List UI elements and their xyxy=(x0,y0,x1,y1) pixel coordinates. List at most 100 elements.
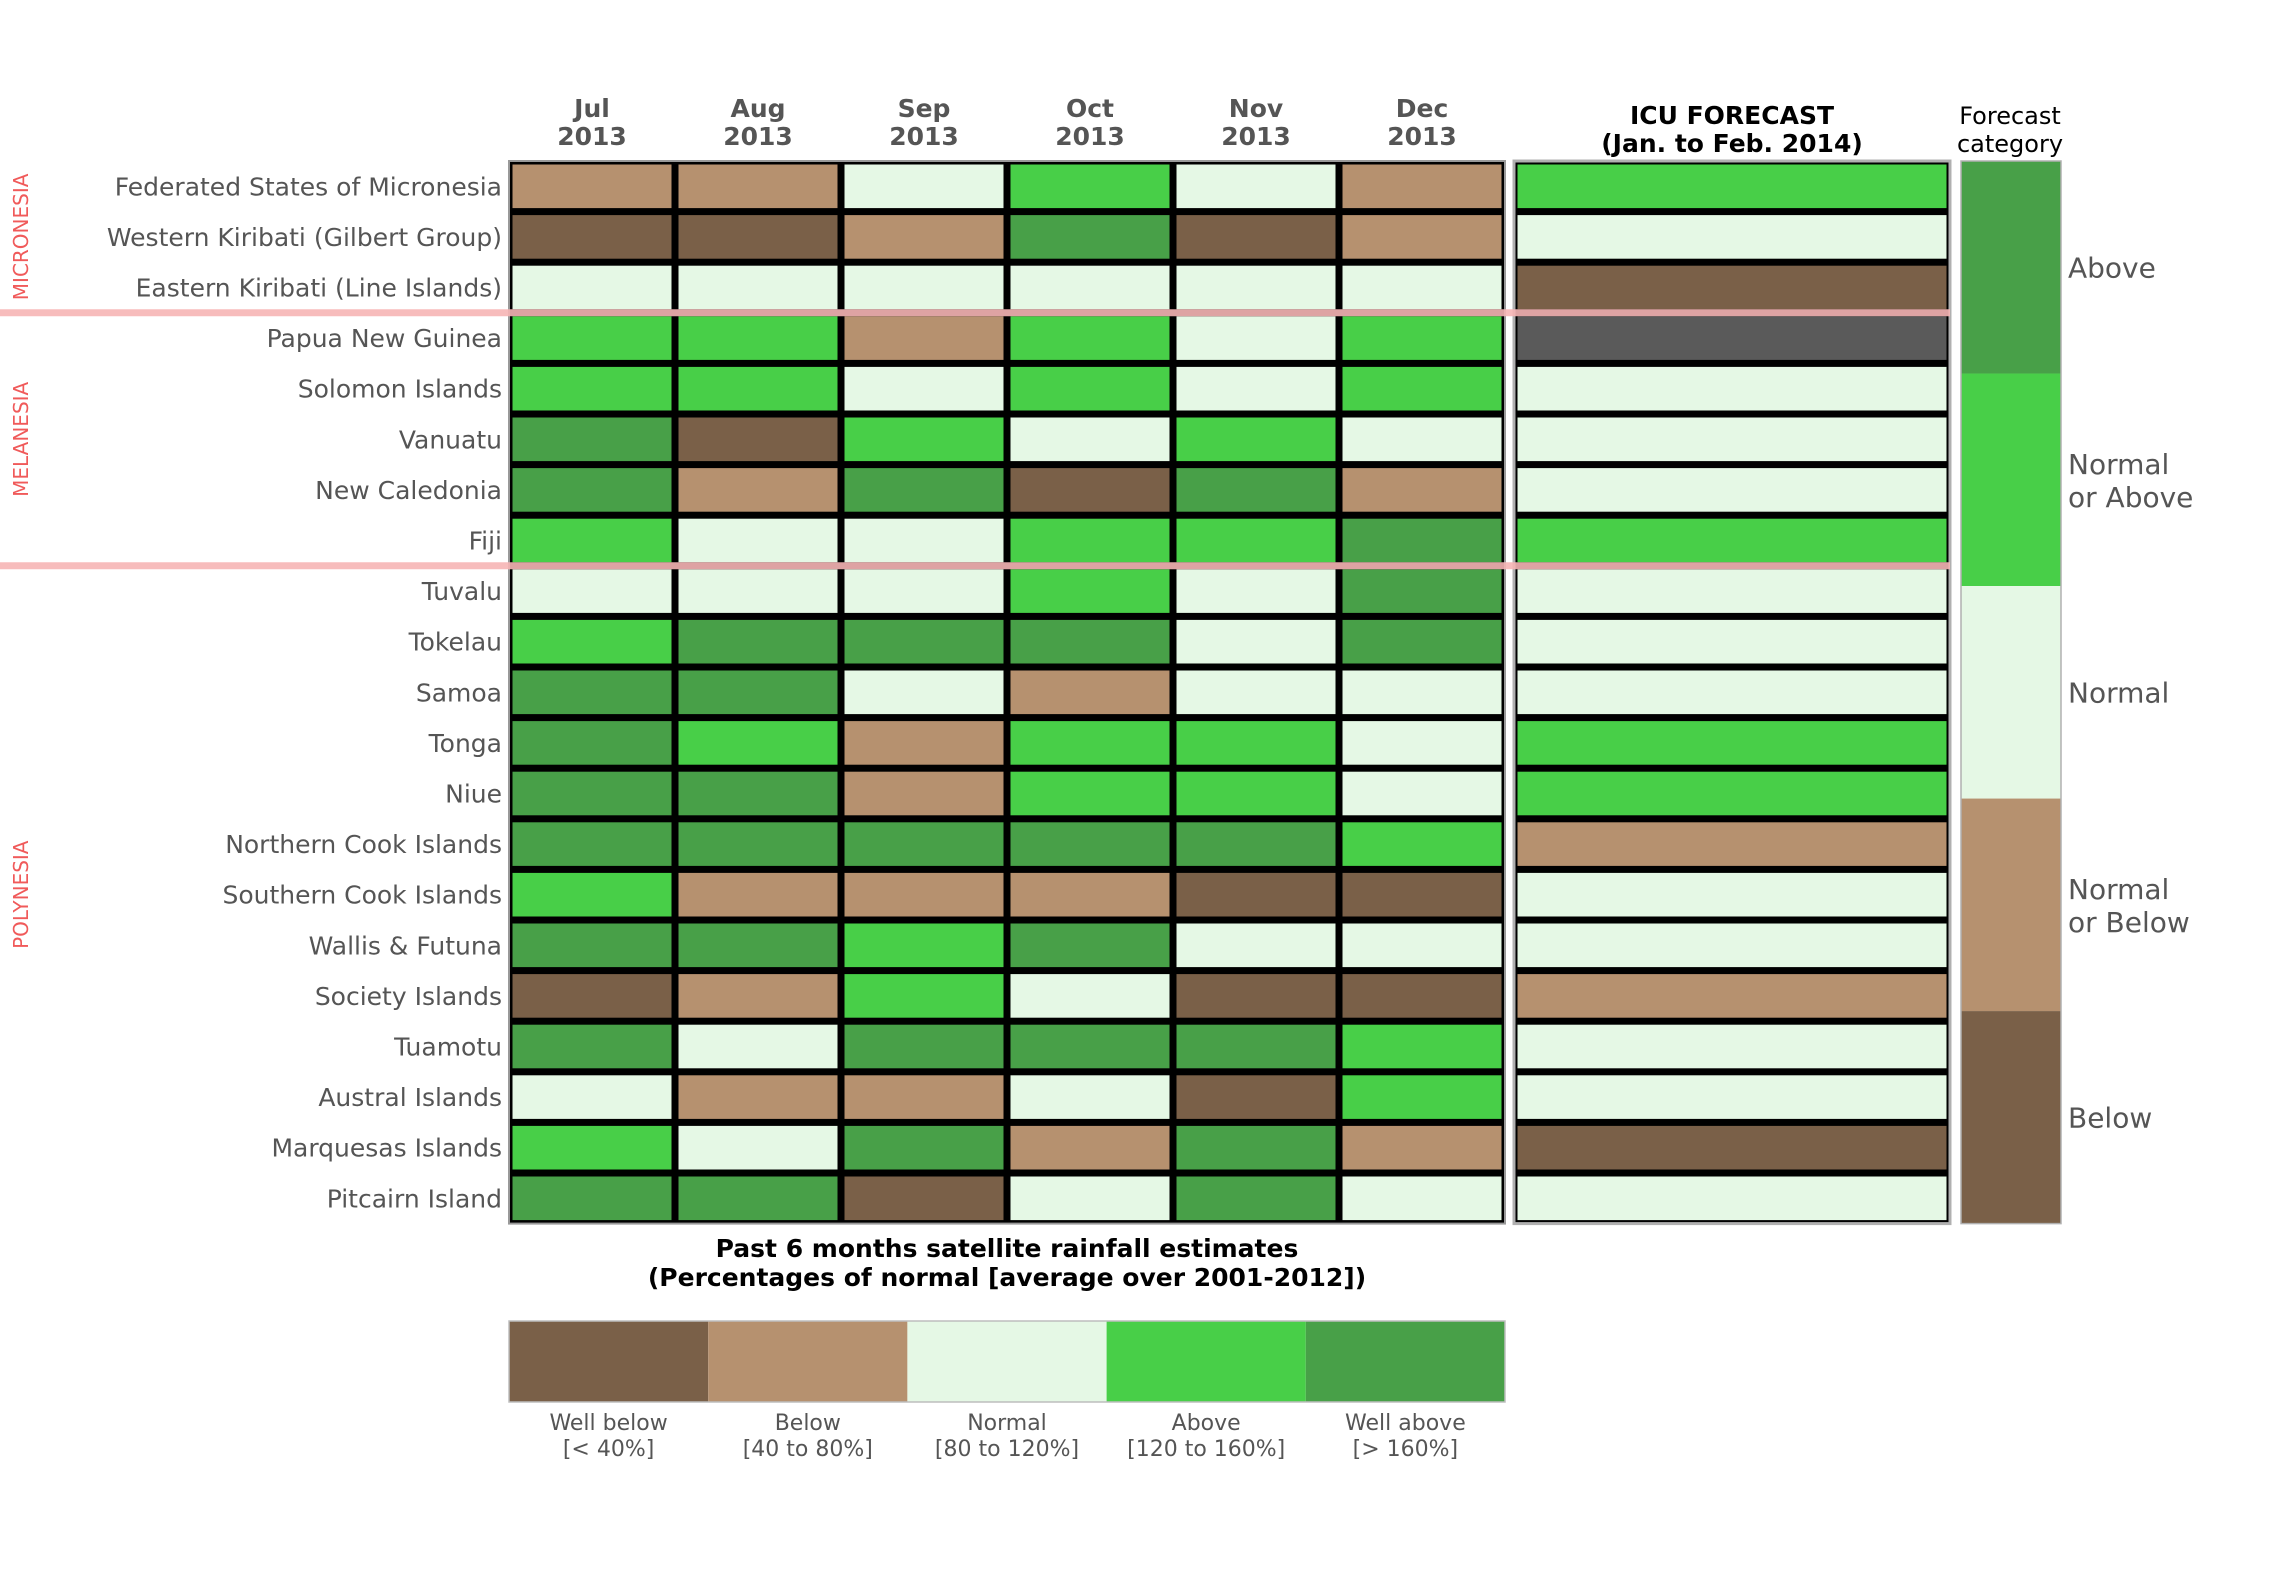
row-label: Northern Cook Islands xyxy=(225,830,502,859)
heatmap-cell xyxy=(678,721,838,765)
heatmap-cell xyxy=(512,164,672,209)
heatmap-cell xyxy=(844,923,1004,968)
heatmap-cell xyxy=(512,417,672,462)
row-label: Samoa xyxy=(416,678,502,707)
heatmap-cell xyxy=(678,518,838,563)
heatmap-cell xyxy=(1342,1176,1502,1221)
heatmap-cell xyxy=(1176,974,1336,1018)
rainfall-legend-range: [120 to 160%] xyxy=(1127,1437,1285,1462)
heatmap-cell xyxy=(1176,366,1336,411)
forecast-cell xyxy=(1517,316,1947,360)
heatmap-cell xyxy=(844,417,1004,462)
heatmap-cell xyxy=(1010,619,1170,664)
rainfall-legend-label: Normal xyxy=(967,1411,1047,1436)
row-label: Society Islands xyxy=(315,982,502,1011)
year-label: 2013 xyxy=(1055,122,1125,151)
heatmap-cell xyxy=(678,1024,838,1069)
forecast-category-subtitle: category xyxy=(1957,130,2063,158)
heatmap-cell xyxy=(678,771,838,816)
row-label: Papua New Guinea xyxy=(267,324,502,353)
heatmap-cell xyxy=(1176,721,1336,765)
row-label: Western Kiribati (Gilbert Group) xyxy=(107,223,502,252)
heatmap-cell xyxy=(1010,1024,1170,1069)
heatmap-cell xyxy=(1010,164,1170,209)
rainfall-legend-swatch xyxy=(1106,1321,1306,1402)
forecast-category-label: Normal xyxy=(2068,873,2169,906)
heatmap-cell xyxy=(1176,569,1336,613)
year-label: 2013 xyxy=(889,122,959,151)
heatmap-cell xyxy=(1176,1176,1336,1221)
heatmap-cell xyxy=(678,619,838,664)
heatmap-cell xyxy=(1010,265,1170,310)
heatmap-cell xyxy=(678,1176,838,1221)
forecast-cell xyxy=(1517,670,1947,715)
heatmap-cell xyxy=(1010,1176,1170,1221)
forecast-period: (Jan. to Feb. 2014) xyxy=(1601,129,1863,158)
heatmap-cell xyxy=(1010,1125,1170,1170)
forecast-category-label: Above xyxy=(2068,251,2156,284)
heatmap-cell xyxy=(1010,822,1170,866)
forecast-category-swatch xyxy=(1961,586,2061,799)
legend-title: Past 6 months satellite rainfall estimat… xyxy=(716,1234,1299,1263)
heatmap-cell xyxy=(512,316,672,360)
forecast-cell xyxy=(1517,164,1947,209)
heatmap-cell xyxy=(1342,1075,1502,1119)
heatmap-cell xyxy=(1342,569,1502,613)
month-label: Aug xyxy=(730,94,785,123)
heatmap-cell xyxy=(1176,771,1336,816)
heatmap-cell xyxy=(1342,316,1502,360)
forecast-cell xyxy=(1517,822,1947,866)
rainfall-legend-range: [> 160%] xyxy=(1353,1437,1459,1462)
forecast-cell xyxy=(1517,1075,1947,1119)
heatmap-cell xyxy=(1176,619,1336,664)
forecast-category-title: Forecast xyxy=(1959,102,2061,130)
heatmap-cell xyxy=(1176,1024,1336,1069)
row-label: Niue xyxy=(445,780,502,809)
row-label: Southern Cook Islands xyxy=(222,881,502,910)
heatmap-cell xyxy=(1176,822,1336,866)
forecast-category-label: or Above xyxy=(2068,481,2193,514)
heatmap-cell xyxy=(1010,872,1170,917)
heatmap-cell xyxy=(844,721,1004,765)
forecast-cell xyxy=(1517,974,1947,1018)
heatmap-cell xyxy=(512,265,672,310)
forecast-cell xyxy=(1517,923,1947,968)
heatmap-cell xyxy=(844,670,1004,715)
heatmap-cell xyxy=(1342,468,1502,512)
month-label: Jul xyxy=(572,94,610,123)
row-label: Austral Islands xyxy=(318,1083,502,1112)
forecast-category-label: Normal xyxy=(2068,676,2169,709)
heatmap-cell xyxy=(1010,316,1170,360)
heatmap-cell xyxy=(844,1125,1004,1170)
rainfall-legend-label: Above xyxy=(1172,1411,1241,1436)
region-label: MELANESIA xyxy=(9,381,33,496)
heatmap-cell xyxy=(1010,417,1170,462)
forecast-cell xyxy=(1517,1125,1947,1170)
heatmap-cell xyxy=(512,518,672,563)
heatmap-cell xyxy=(678,164,838,209)
row-label: Tonga xyxy=(428,729,502,758)
heatmap-cell xyxy=(844,265,1004,310)
forecast-cell xyxy=(1517,366,1947,411)
heatmap-cell xyxy=(1342,215,1502,259)
heatmap-cell xyxy=(1176,1075,1336,1119)
month-headers: Jul2013Aug2013Sep2013Oct2013Nov2013Dec20… xyxy=(557,94,2063,158)
heatmap-cell xyxy=(844,619,1004,664)
rainfall-legend-swatch xyxy=(708,1321,908,1402)
heatmap-cell xyxy=(1176,265,1336,310)
heatmap-cell xyxy=(678,468,838,512)
heatmap-cell xyxy=(844,164,1004,209)
heatmap-cell xyxy=(512,771,672,816)
heatmap-cell xyxy=(844,366,1004,411)
heatmap-cell xyxy=(1176,518,1336,563)
heatmap-cell xyxy=(512,872,672,917)
heatmap-cell xyxy=(844,1176,1004,1221)
heatmap-cell xyxy=(1010,923,1170,968)
rainfall-legend-label: Well below xyxy=(549,1411,667,1436)
heatmap-cell xyxy=(1010,569,1170,613)
rainfall-legend-range: [80 to 120%] xyxy=(935,1437,1079,1462)
rainfall-legend-range: [< 40%] xyxy=(563,1437,655,1462)
month-label: Oct xyxy=(1066,94,1114,123)
heatmap-cell xyxy=(1342,822,1502,866)
